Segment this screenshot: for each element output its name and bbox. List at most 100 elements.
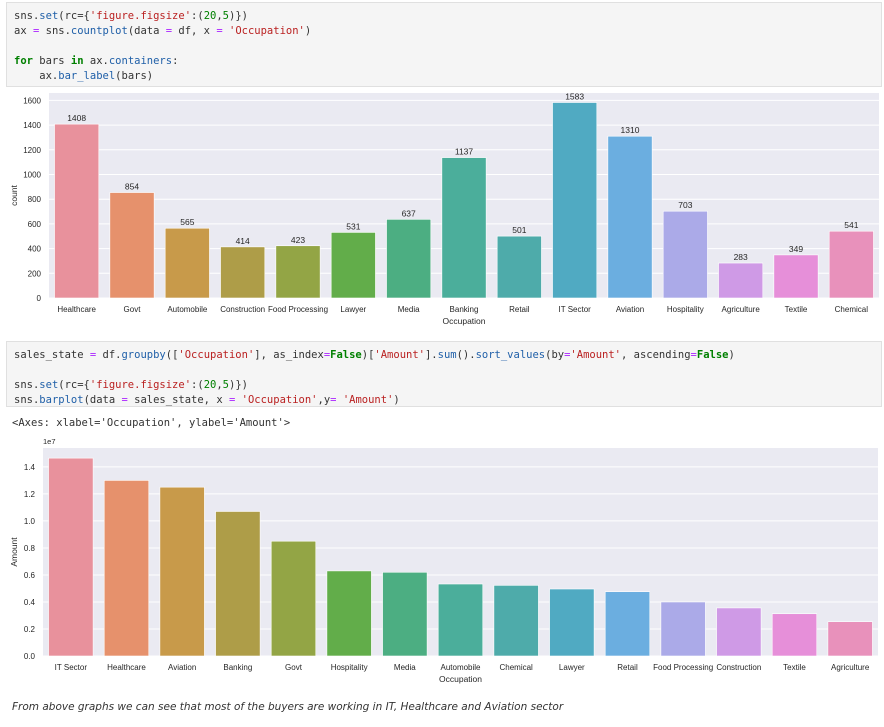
code-token: sns. — [14, 379, 40, 391]
code-line: ax = sns.countplot(data = df, x = 'Occup… — [14, 24, 874, 39]
bar-healthcare — [54, 123, 100, 299]
code-token: 'Amount' — [342, 394, 394, 406]
code-cell-countplot[interactable]: sns.set(rc={'figure.figsize':(20,5)}) ax … — [6, 2, 882, 87]
code-token: ], as_index — [254, 349, 324, 361]
x-tick-label: Textile — [785, 305, 808, 314]
bar-value-label: 423 — [291, 235, 305, 245]
x-tick-label: Hospitality — [331, 663, 368, 672]
x-tick-label: Healthcare — [107, 663, 146, 672]
code-token: (data — [83, 394, 122, 406]
x-tick-label: Banking — [450, 305, 479, 314]
code-token: = — [32, 25, 40, 37]
y-tick-label: 0.0 — [24, 652, 36, 661]
code-line: sales_state = df.groupby(['Occupation'],… — [14, 348, 874, 363]
code-token: sort_values — [475, 349, 546, 361]
x-tick-label: Govt — [285, 663, 303, 672]
code-token: ,y — [317, 394, 331, 406]
bar-lawyer — [330, 232, 376, 299]
x-tick-label: Retail — [509, 305, 530, 314]
code-token: groupby — [121, 349, 166, 361]
code-token: (data — [127, 25, 166, 37]
bar-it-sector — [552, 102, 598, 299]
code-token: , — [216, 379, 223, 391]
y-tick-label: 0.6 — [24, 571, 36, 580]
code-token: = — [216, 25, 223, 37]
bar-aviation — [607, 135, 653, 299]
code-token: False — [330, 349, 362, 361]
bar-chemical — [828, 230, 874, 299]
code-token: 'Occupation' — [178, 349, 255, 361]
x-tick-label: Media — [394, 663, 416, 672]
x-axis-label: Occupation — [439, 674, 482, 684]
x-tick-label: Agriculture — [722, 305, 761, 314]
bar-textile — [771, 613, 818, 657]
cell-output-text: <Axes: xlabel='Occupation', ylabel='Amou… — [12, 417, 291, 429]
bar-value-label: 349 — [789, 244, 803, 254]
code-token: set — [39, 10, 59, 22]
bar-value-label: 541 — [844, 220, 858, 230]
bar-lawyer — [549, 588, 595, 657]
bar-agriculture — [827, 621, 873, 657]
x-axis-label: Occupation — [443, 316, 486, 326]
code-token: bars — [32, 55, 71, 67]
code-token: ) — [728, 349, 735, 361]
x-tick-label: Food Processing — [653, 663, 713, 672]
y-tick-label: 1.0 — [24, 517, 36, 526]
x-tick-label: Hospitality — [667, 305, 704, 314]
y-tick-label: 200 — [28, 269, 42, 278]
code-token: = — [228, 394, 236, 406]
code-token: (rc={ — [58, 379, 90, 391]
bar-value-label: 565 — [180, 217, 194, 227]
bar-hospitality — [662, 210, 708, 299]
code-token: ax. — [14, 70, 59, 82]
bar-agriculture — [718, 262, 764, 299]
code-token: 'figure.figsize' — [89, 379, 192, 391]
bar-value-label: 1137 — [455, 147, 474, 157]
code-token: 5 — [222, 10, 229, 22]
y-tick-label: 0.4 — [24, 598, 36, 607]
bar-value-label: 501 — [512, 225, 526, 235]
x-tick-label: Chemical — [835, 305, 869, 314]
y-tick-label: 1.2 — [24, 490, 36, 499]
code-token: 'Occupation' — [229, 25, 305, 37]
code-token: )}) — [229, 379, 248, 391]
code-cell-barplot[interactable]: sales_state = df.groupby(['Occupation'],… — [6, 341, 882, 407]
code-line: for bars in ax.containers: — [14, 54, 874, 69]
code-token: = — [330, 394, 337, 406]
x-tick-label: Retail — [617, 663, 638, 672]
code-line: ax.bar_label(bars) — [14, 69, 874, 84]
bar-construction — [716, 607, 762, 657]
y-axis-label: Amount — [9, 537, 19, 567]
code-token: ax. — [83, 55, 109, 67]
bar-chemical — [493, 585, 539, 657]
x-tick-label: Lawyer — [559, 663, 585, 672]
x-tick-label: Construction — [716, 663, 761, 672]
bar-banking — [441, 157, 487, 299]
bar-retail — [604, 591, 651, 657]
x-tick-label: Media — [398, 305, 420, 314]
bar-value-label: 531 — [346, 221, 360, 231]
x-tick-label: IT Sector — [559, 305, 592, 314]
code-token: )}) — [229, 10, 248, 22]
code-token: 20 — [203, 10, 217, 22]
bar-banking — [215, 511, 261, 657]
y-tick-label: 0.8 — [24, 544, 36, 553]
code-line: sns.set(rc={'figure.figsize':(20,5)}) — [14, 378, 874, 393]
code-token: df, x — [172, 25, 217, 37]
bar-retail — [496, 235, 542, 299]
code-token: :( — [191, 10, 204, 22]
x-tick-label: Aviation — [616, 305, 644, 314]
code-token: = — [89, 349, 97, 361]
x-tick-label: Aviation — [168, 663, 196, 672]
code-token: 'Amount' — [374, 349, 425, 361]
code-token: in — [70, 55, 84, 67]
code-token: , ascending — [621, 349, 691, 361]
code-token: (bars) — [115, 70, 154, 82]
code-token: : — [172, 55, 179, 67]
x-tick-label: Agriculture — [831, 663, 870, 672]
code-token: containers — [108, 55, 173, 67]
y-tick-label: 1.4 — [24, 463, 36, 472]
code-token: df. — [96, 349, 122, 361]
code-token: 'Occupation' — [241, 394, 318, 406]
barplot-svg: 0.0 0.2 0.4 0.6 0.8 1.0 1.2 1.4 IT Sector Healthc… — [9, 437, 878, 684]
